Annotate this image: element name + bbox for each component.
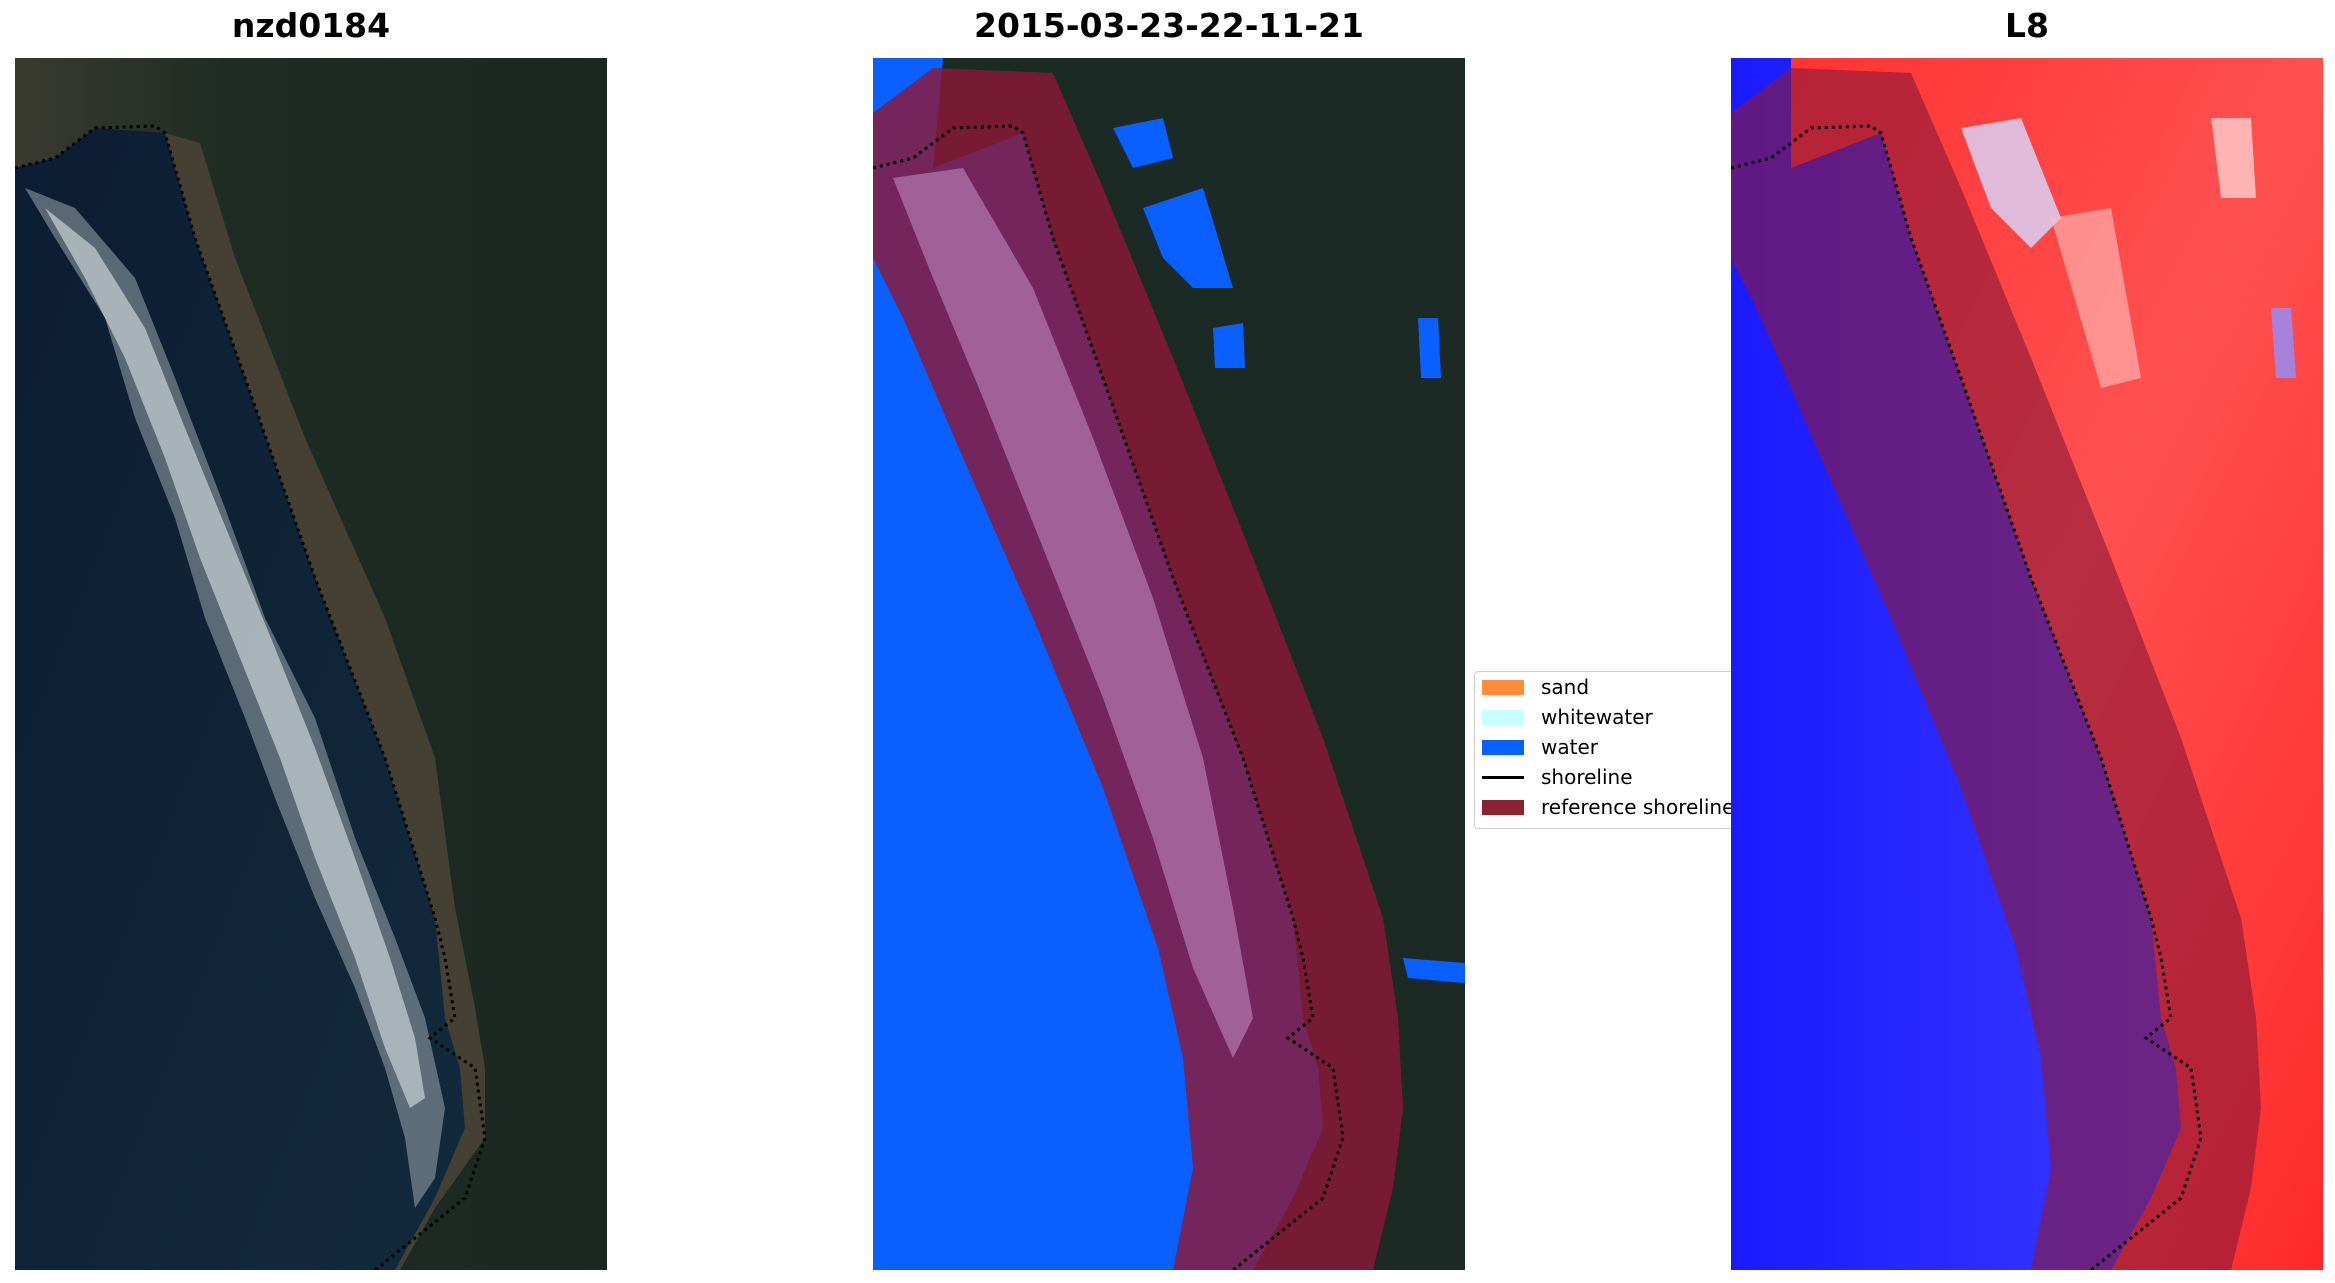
- rgb-image-panel: [15, 58, 607, 1270]
- classified-image: [873, 58, 1465, 1270]
- water-swatch: [1482, 740, 1524, 755]
- legend: sand whitewater water shoreline referenc…: [1474, 671, 1734, 829]
- index-patch-2: [2051, 208, 2141, 388]
- sand-swatch: [1482, 680, 1524, 695]
- legend-label-sand: sand: [1541, 675, 1590, 699]
- legend-label-water: water: [1541, 735, 1598, 759]
- panel-title-classified: 2015-03-23-22-11-21: [974, 6, 1364, 45]
- shoreline-contour: [15, 124, 487, 1270]
- inland-water-5: [1403, 958, 1465, 983]
- shoreline-line-swatch: [1482, 776, 1524, 779]
- sand-class-overlay: [893, 168, 1253, 1058]
- reference-shoreline-buffer: [1731, 68, 2261, 1270]
- breaking-waves: [45, 208, 425, 1108]
- inland-water-1: [1113, 118, 1173, 168]
- index-patch-4: [2211, 118, 2256, 198]
- whitewater-swatch: [1482, 710, 1524, 725]
- inland-water-3: [1213, 323, 1245, 368]
- legend-item-sand: sand: [1475, 674, 1733, 700]
- index-patch-3: [2271, 308, 2296, 378]
- legend-label-whitewater: whitewater: [1541, 705, 1653, 729]
- shoreline-contour: [873, 124, 1345, 1270]
- panel-title-rgb: nzd0184: [231, 6, 391, 45]
- inland-water-4: [1418, 318, 1441, 378]
- legend-item-reference-shoreline: reference shoreline: [1475, 794, 1734, 820]
- legend-item-water: water: [1475, 734, 1733, 760]
- surf-zone: [25, 188, 445, 1208]
- shoreline-contour: [1731, 124, 2203, 1270]
- index-patch-1: [1961, 118, 2061, 248]
- legend-label-reference-shoreline: reference shoreline: [1541, 795, 1734, 819]
- legend-item-whitewater: whitewater: [1475, 704, 1733, 730]
- beach-strip: [165, 133, 485, 1270]
- index-image-panel: [1731, 58, 2323, 1270]
- legend-label-shoreline: shoreline: [1541, 765, 1633, 789]
- water-index-image: [1731, 58, 2323, 1270]
- classified-image-panel: [873, 58, 1465, 1270]
- reference-shoreline-swatch: [1482, 800, 1524, 815]
- rgb-satellite-image: [15, 58, 607, 1270]
- panel-title-index: L8: [2005, 6, 2049, 45]
- inland-water-2: [1143, 188, 1233, 288]
- legend-item-shoreline: shoreline: [1475, 764, 1733, 790]
